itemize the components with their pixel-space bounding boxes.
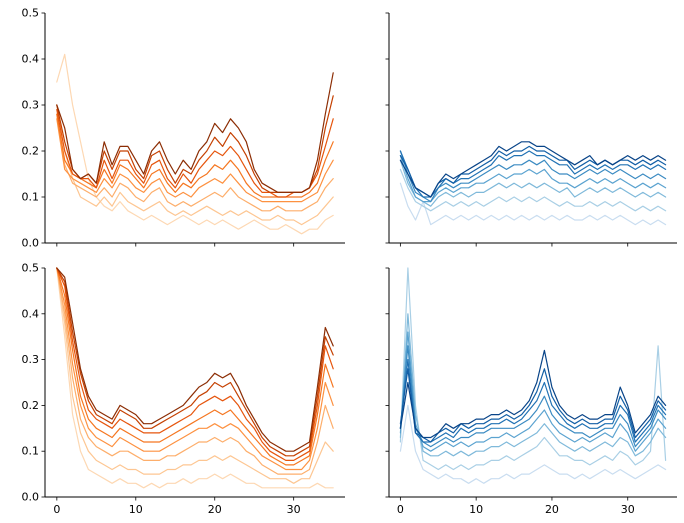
series-line-level-8 [399, 141, 667, 198]
y-tick-label: 0.3 [22, 353, 40, 366]
series-line-level-7 [56, 95, 334, 193]
series-line-level-6 [399, 358, 667, 443]
series-line-level-3 [399, 159, 667, 207]
y-tick-label: 0.4 [22, 53, 40, 66]
series-line-level-8 [56, 72, 334, 193]
x-tick-label: 30 [621, 503, 635, 516]
series-line-level-1 [399, 182, 667, 226]
series-line-level-5 [399, 345, 667, 448]
series-line-level-7 [399, 145, 667, 198]
series-line-level-3 [399, 313, 667, 457]
series-line-level-5 [56, 113, 334, 198]
series-line-level-2 [56, 267, 334, 484]
series-line-level-6 [399, 150, 667, 198]
chart-bottom-right: 0 10 20 30 [385, 267, 677, 516]
y-tick-label: 0.1 [22, 445, 40, 458]
subplot-top-left: 0.0 0.1 0.2 0.3 0.4 0.5 [0, 0, 352, 255]
series-line-level-4 [56, 267, 334, 471]
y-tick-label: 0.2 [22, 399, 40, 412]
series-line-level-5 [399, 150, 667, 203]
y-tick-label: 0.5 [22, 262, 40, 275]
series-line-level-4 [399, 331, 667, 452]
subplot-bottom-left: 0.0 0.1 0.2 0.3 0.4 0.5 0 10 20 30 [0, 255, 352, 523]
series-line-level-2 [399, 168, 667, 212]
chart-top-left: 0.0 0.1 0.2 0.3 0.4 0.5 [22, 7, 345, 250]
x-tick-label: 0 [53, 503, 60, 516]
y-tick-label: 0.4 [22, 307, 40, 320]
series-line-level-2 [399, 267, 667, 471]
y-tick-label: 0.0 [22, 491, 40, 504]
x-tick-label: 20 [545, 503, 559, 516]
series-line-level-5 [56, 267, 334, 466]
y-tick-label: 0.5 [22, 7, 40, 20]
x-tick-label: 10 [469, 503, 483, 516]
series-line-level-4 [56, 118, 334, 203]
x-tick-label: 0 [397, 503, 404, 516]
series-line-level-1 [56, 267, 334, 489]
series-line-level-7 [399, 368, 667, 443]
series-line-level-3 [56, 113, 334, 212]
subplot-bottom-right: 0 10 20 30 [352, 255, 684, 523]
chart-top-right [385, 12, 677, 247]
series-line-level-6 [56, 267, 334, 461]
series-line-level-1 [399, 404, 667, 484]
y-tick-label: 0.1 [22, 191, 40, 204]
x-tick-label: 30 [287, 503, 301, 516]
series-line-level-8 [399, 349, 667, 439]
subplot-top-right [352, 0, 684, 255]
series-line-level-7 [56, 267, 334, 457]
x-tick-label: 10 [129, 503, 143, 516]
x-tick-label: 20 [208, 503, 222, 516]
chart-bottom-left: 0.0 0.1 0.2 0.3 0.4 0.5 0 10 20 30 [22, 262, 345, 516]
series-line-level-3 [56, 267, 334, 475]
series-line-level-1 [56, 53, 334, 235]
series-line-level-2 [56, 104, 334, 226]
y-tick-label: 0.0 [22, 237, 40, 250]
series-line-level-8 [56, 267, 334, 452]
series-line-level-6 [56, 108, 334, 198]
series-line-level-4 [399, 155, 667, 203]
y-tick-label: 0.2 [22, 145, 40, 158]
y-tick-label: 0.3 [22, 99, 40, 112]
